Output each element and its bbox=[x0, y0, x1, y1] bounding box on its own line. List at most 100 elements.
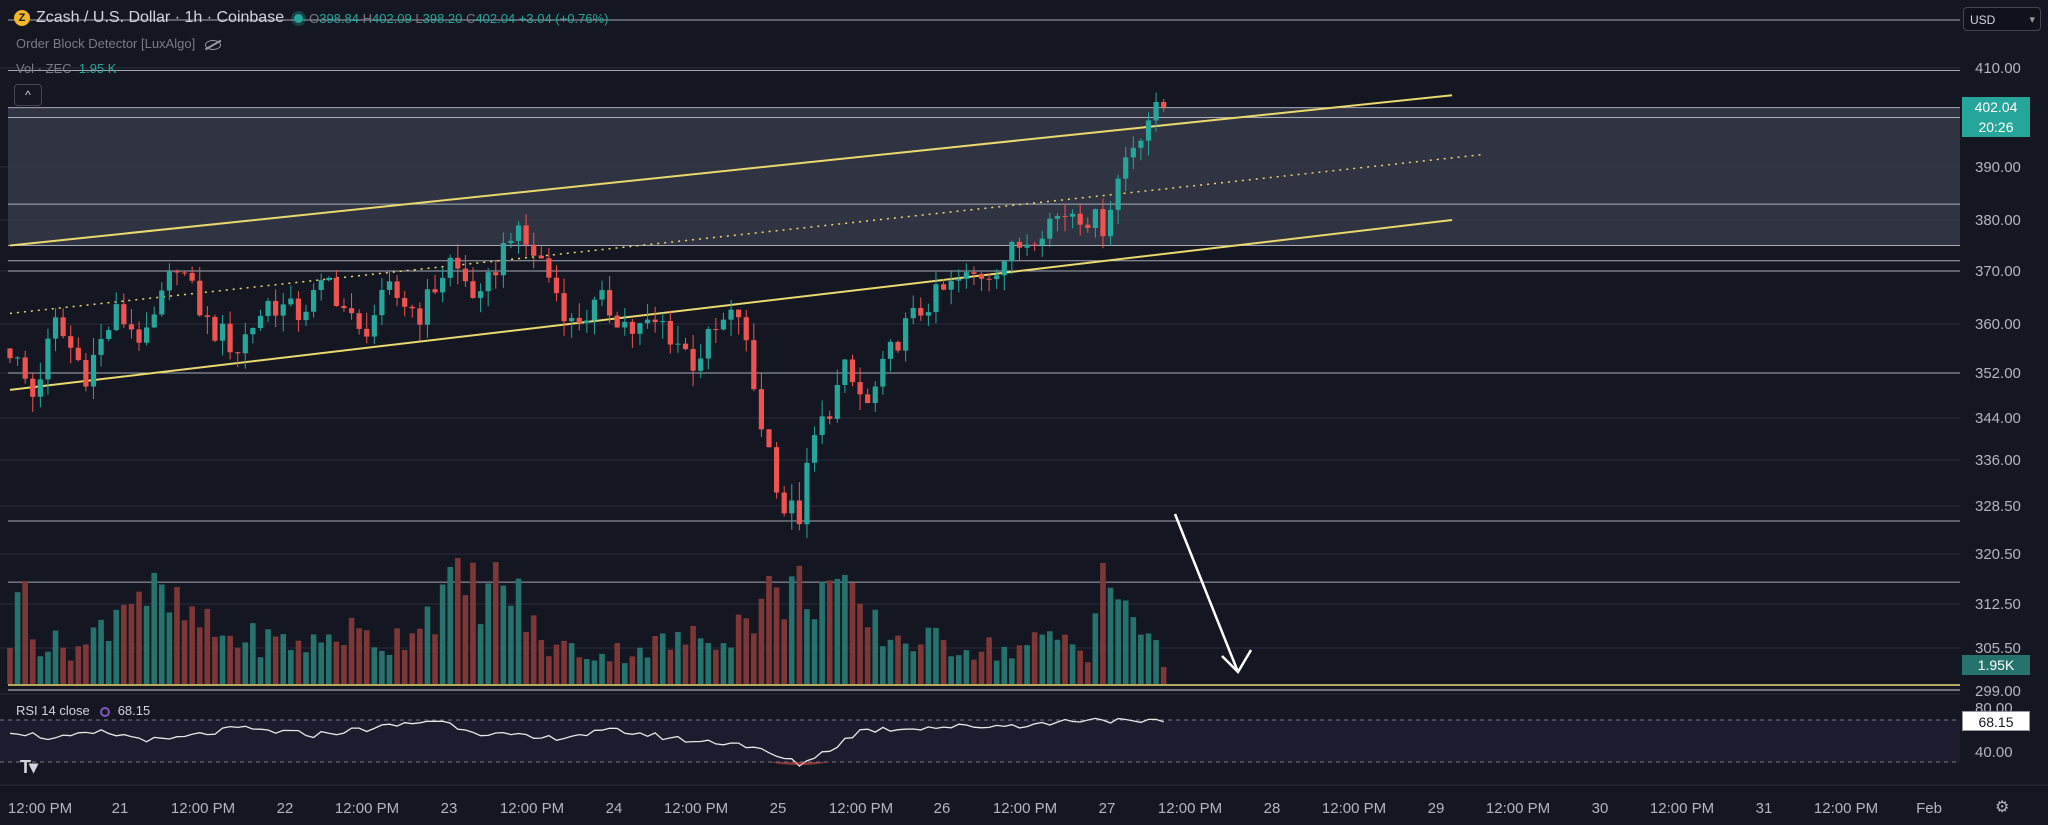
volume-bar bbox=[925, 627, 932, 684]
volume-bars bbox=[7, 557, 1167, 684]
indicator-order-block[interactable]: Order Block Detector [LuxAlgo] bbox=[16, 36, 222, 51]
rsi-source-icon bbox=[99, 706, 110, 717]
volume-bar bbox=[1153, 640, 1159, 684]
order-block-zone bbox=[8, 107, 1960, 246]
candle-body bbox=[720, 319, 727, 330]
volume-bar bbox=[166, 612, 173, 684]
volume-bar bbox=[940, 640, 947, 684]
candle-body bbox=[531, 244, 537, 256]
time-tick-label: 12:00 PM bbox=[1814, 800, 1878, 817]
candle-body bbox=[219, 323, 226, 341]
candle-body bbox=[940, 284, 947, 290]
volume-bar bbox=[864, 627, 871, 684]
channel-upper-line bbox=[9, 94, 1453, 247]
candle-body bbox=[424, 289, 431, 325]
candle-body bbox=[477, 291, 484, 298]
volume-bar bbox=[409, 633, 416, 684]
volume-bar bbox=[113, 609, 120, 684]
candlesticks bbox=[7, 92, 1167, 538]
candle-body bbox=[1153, 101, 1159, 121]
indicator-volume[interactable]: Vol · ZEC 1.95 K bbox=[16, 61, 117, 76]
time-tick-label: 12:00 PM bbox=[993, 800, 1057, 817]
currency-selector[interactable]: USD bbox=[1963, 7, 2041, 32]
volume-value-label: 1.95K bbox=[1962, 655, 2030, 675]
price-axis: 410.00 390.00 380.00 370.00 360.00 352.00 344.… bbox=[1960, 0, 2048, 825]
volume-bar bbox=[826, 580, 833, 684]
candle-body bbox=[1161, 101, 1167, 108]
time-tick-label: 26 bbox=[934, 800, 951, 817]
candle-body bbox=[1001, 261, 1007, 276]
candle-body bbox=[1032, 244, 1038, 246]
candle-body bbox=[736, 309, 742, 318]
volume-bar bbox=[993, 660, 1000, 684]
volume-bar bbox=[204, 608, 211, 684]
candle-body bbox=[538, 255, 544, 259]
rsi-oversold-fill bbox=[769, 762, 830, 766]
candle-body bbox=[971, 272, 977, 274]
volume-bar bbox=[659, 633, 666, 684]
candle-body bbox=[106, 330, 112, 339]
volume-bar bbox=[29, 639, 36, 684]
candle-body bbox=[432, 289, 438, 293]
volume-bar bbox=[713, 649, 719, 684]
volume-bar bbox=[14, 592, 21, 684]
collapse-indicators-button[interactable]: ^ bbox=[14, 84, 42, 106]
volume-bar bbox=[788, 576, 795, 684]
candle-body bbox=[591, 299, 598, 321]
price-tick-label: 344.00 bbox=[1975, 410, 2021, 427]
candle-body bbox=[690, 349, 696, 371]
symbol-title[interactable]: Zcash / U.S. Dollar · 1h · Coinbase bbox=[36, 9, 285, 26]
price-tick-label: 380.00 bbox=[1975, 212, 2021, 229]
candle-body bbox=[903, 318, 909, 351]
hidden-eye-icon[interactable] bbox=[205, 39, 222, 50]
volume-bar bbox=[1100, 562, 1106, 684]
candle-body bbox=[515, 225, 522, 241]
volume-bar bbox=[348, 617, 355, 684]
candle-body bbox=[629, 321, 635, 334]
time-tick-label: 12:00 PM bbox=[8, 800, 72, 817]
volume-bar bbox=[394, 628, 400, 684]
volume-bar bbox=[667, 649, 674, 684]
candle-body bbox=[273, 300, 279, 316]
candle-body bbox=[925, 312, 931, 316]
volume-bar bbox=[1039, 634, 1046, 684]
candle-body bbox=[660, 320, 666, 323]
time-tick-label: 12:00 PM bbox=[829, 800, 893, 817]
candle-body bbox=[1024, 244, 1030, 248]
candle-body bbox=[994, 275, 1000, 280]
candle-body bbox=[1100, 209, 1106, 237]
candle-body bbox=[523, 225, 529, 245]
volume-bar bbox=[1092, 613, 1099, 684]
price-tick-label: 352.00 bbox=[1975, 365, 2021, 382]
volume-bar bbox=[918, 644, 924, 684]
volume-bar bbox=[417, 628, 423, 684]
symbol-header[interactable]: Z Zcash / U.S. Dollar · 1h · Coinbase O3… bbox=[14, 9, 608, 27]
volume-bar bbox=[242, 642, 249, 684]
candle-body bbox=[409, 306, 415, 309]
volume-bar bbox=[515, 578, 522, 684]
volume-bar bbox=[333, 641, 340, 684]
rsi-header[interactable]: RSI 14 close 68.15 bbox=[16, 703, 151, 718]
ohlc-values: O398.84 H402.09 L398.20 C402.04 +3.04 (+… bbox=[309, 10, 609, 26]
candle-body bbox=[379, 289, 385, 316]
candle-body bbox=[956, 278, 962, 281]
settings-gear-icon[interactable]: ⚙ bbox=[1995, 799, 2010, 816]
volume-bar bbox=[1047, 631, 1053, 684]
candle-body bbox=[386, 281, 393, 290]
time-tick-label: 21 bbox=[112, 800, 129, 817]
volume-bar bbox=[143, 605, 150, 684]
volume-bar bbox=[83, 644, 89, 684]
volume-bar bbox=[492, 562, 499, 684]
candle-body bbox=[455, 257, 461, 269]
price-tick-label: 390.00 bbox=[1975, 159, 2021, 176]
candle-body bbox=[834, 384, 840, 419]
candle-body bbox=[128, 324, 135, 330]
volume-bar bbox=[136, 591, 142, 684]
horizontal-levels bbox=[8, 19, 1960, 691]
market-status-icon bbox=[294, 13, 304, 23]
time-tick-label: 31 bbox=[1756, 800, 1773, 817]
volume-bar bbox=[751, 633, 757, 684]
price-tick-label: 299.00 bbox=[1975, 683, 2021, 700]
arrow-head bbox=[1221, 649, 1253, 675]
